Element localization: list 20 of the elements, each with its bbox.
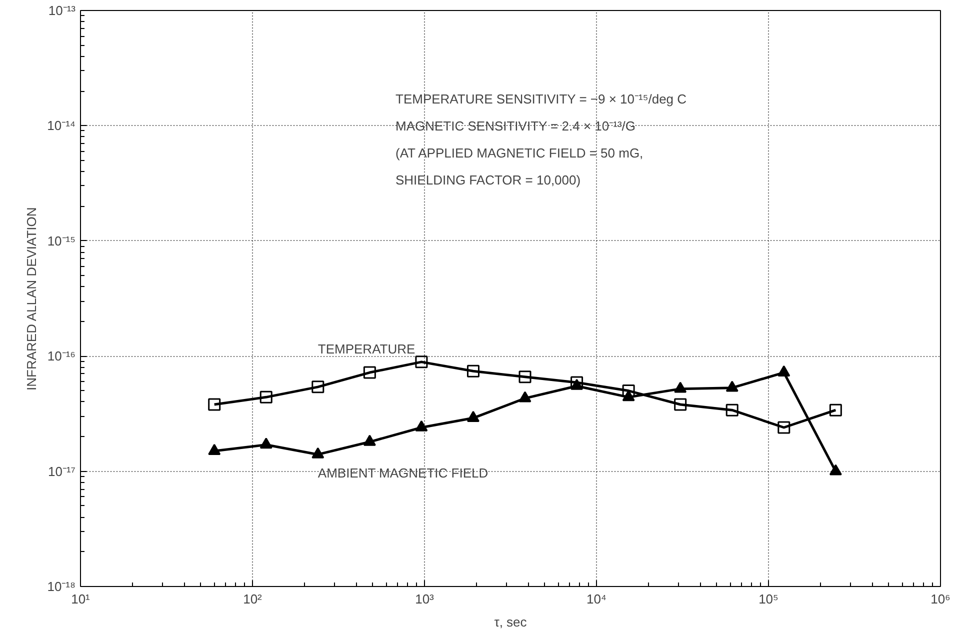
series-label: AMBIENT MAGNETIC FIELD (318, 466, 488, 481)
x-tick-label: 10¹ (71, 592, 91, 606)
annotation: TEMPERATURE SENSITIVITY = −9 × 10⁻¹⁵/deg C (396, 92, 687, 106)
y-tick-label: 10⁻¹⁸ (47, 579, 76, 594)
annotation: MAGNETIC SENSITIVITY = 2.4 × 10⁻¹³/G (396, 118, 636, 134)
x-tick-label: 10³ (415, 592, 435, 606)
annotation: (AT APPLIED MAGNETIC FIELD = 50 mG, (396, 146, 644, 160)
y-tick-label: 10⁻¹⁶ (47, 348, 76, 364)
series-label: TEMPERATURE (318, 341, 416, 356)
x-axis-title: τ, sec (494, 614, 528, 630)
y-tick-label: 10⁻¹⁷ (48, 464, 76, 479)
x-tick-label: 10⁶ (930, 592, 950, 606)
y-tick-label: 10⁻¹⁵ (47, 233, 76, 248)
annotation: SHIELDING FACTOR = 10,000) (396, 172, 581, 188)
x-tick-label: 10⁵ (758, 592, 778, 606)
y-axis-title: INFRARED ALLAN DEVIATION (24, 207, 40, 390)
y-tick-label: 10⁻¹³ (48, 3, 76, 18)
x-tick-label: 10² (243, 592, 263, 606)
x-tick-label: 10⁴ (586, 592, 607, 606)
y-tick-label: 10⁻¹⁴ (47, 118, 76, 134)
